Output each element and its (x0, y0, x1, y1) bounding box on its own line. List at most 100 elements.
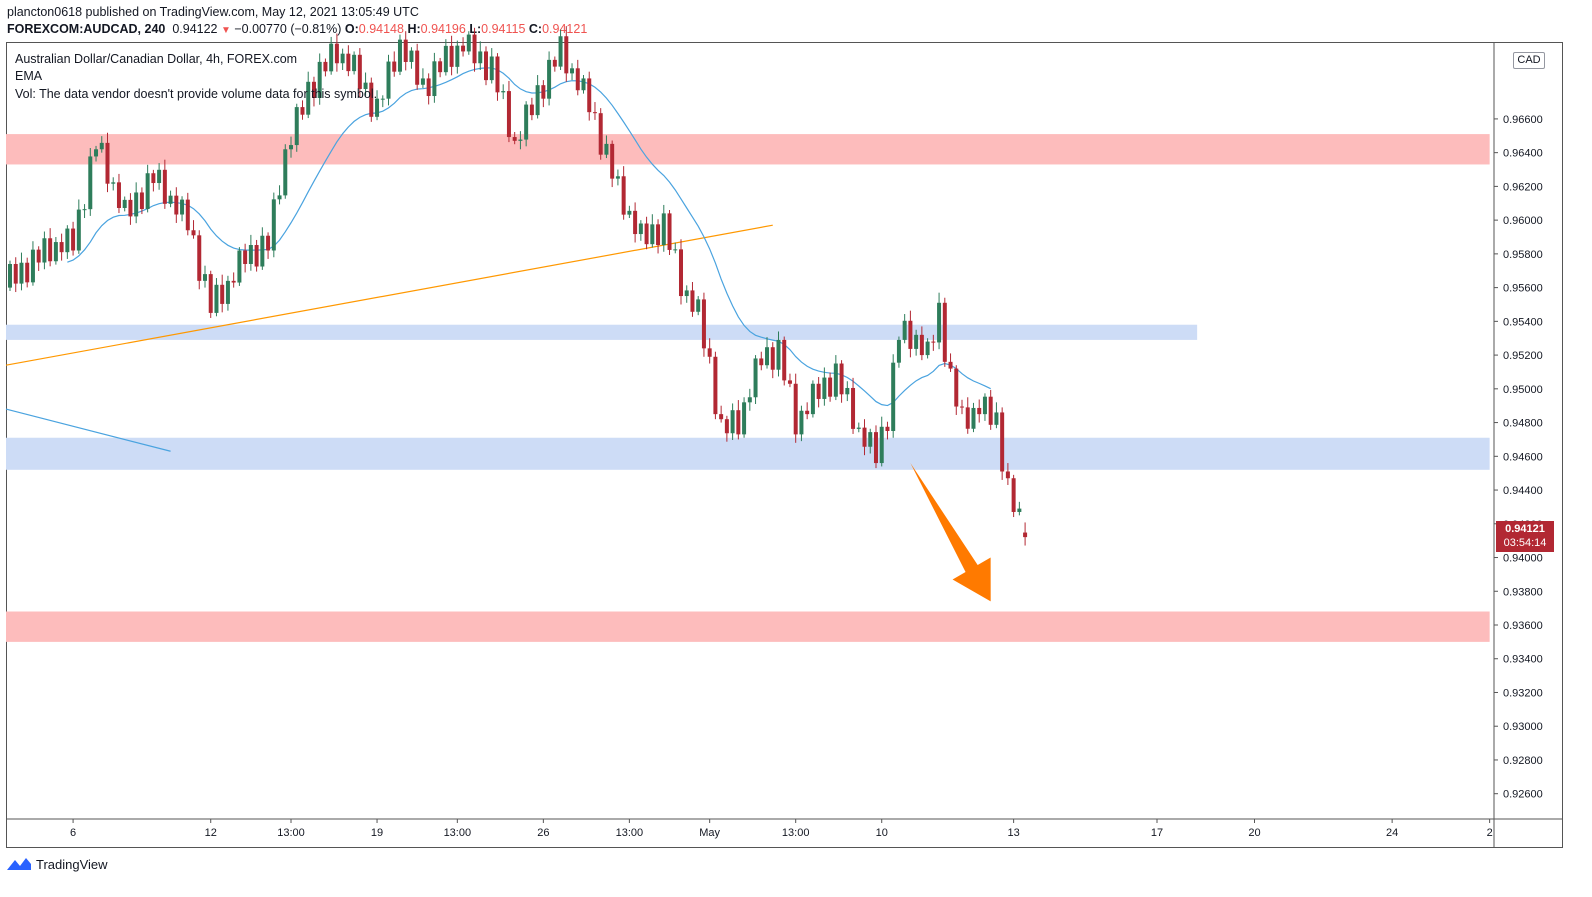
candle-93 (541, 85, 546, 99)
candle-167 (965, 407, 970, 429)
volume-legend[interactable]: Vol: The data vendor doesn't provide vol… (15, 87, 378, 101)
candle-75 (438, 61, 443, 73)
last-price-label: 0.94121 03:54:14 (1496, 521, 1554, 552)
candle-37 (220, 284, 225, 304)
candle-159 (919, 334, 924, 356)
candle-36 (214, 284, 219, 313)
x-tick-label-14: 2 (1487, 827, 1493, 839)
candle-162 (937, 302, 942, 343)
candle-165 (954, 368, 959, 407)
y-tick-label-14: 0.95400 (1503, 316, 1543, 328)
y-tick-label-10: 0.94600 (1503, 451, 1543, 463)
y-tick-label-1: 0.92800 (1503, 755, 1543, 767)
candle-56 (329, 43, 334, 72)
y-tick-label-0: 0.92600 (1503, 789, 1543, 801)
candle-119 (690, 290, 695, 312)
candle-62 (363, 82, 368, 89)
candle-160 (925, 341, 930, 356)
candle-105 (610, 143, 615, 179)
candle-14 (88, 156, 93, 210)
candle-29 (174, 195, 179, 215)
candle-123 (713, 356, 718, 415)
candle-76 (443, 45, 448, 73)
candle-89 (518, 139, 523, 141)
candle-143 (828, 377, 833, 397)
candle-163 (942, 302, 947, 362)
candle-41 (243, 250, 248, 264)
x-tick-label-11: 17 (1151, 827, 1163, 839)
footer-brand[interactable]: TradingView (6, 856, 108, 872)
currency-badge[interactable]: CAD (1513, 52, 1545, 69)
y-tick-label-20: 0.96600 (1503, 114, 1543, 126)
candle-147 (851, 387, 856, 429)
rising-trendline (5, 224, 773, 366)
candle-96 (558, 36, 563, 67)
candle-79 (461, 45, 466, 52)
candle-21 (128, 199, 133, 217)
candle-30 (180, 199, 185, 215)
candle-22 (134, 192, 139, 217)
candle-142 (822, 377, 827, 399)
y-tick-label-2: 0.93000 (1503, 721, 1543, 733)
candle-52 (306, 81, 311, 115)
candle-166 (960, 406, 965, 408)
symbol-name[interactable]: FOREXCOM:AUDCAD, 240 (7, 22, 166, 36)
low-value: 0.94115 (481, 22, 526, 36)
candle-172 (994, 412, 999, 425)
candle-78 (455, 45, 460, 67)
candle-83 (484, 51, 489, 81)
candle-139 (805, 410, 810, 415)
candle-115 (667, 213, 672, 250)
candle-103 (598, 113, 603, 155)
candle-152 (879, 426, 884, 464)
candle-148 (856, 427, 861, 429)
candle-10 (65, 228, 70, 253)
y-tick-label-5: 0.93600 (1503, 620, 1543, 632)
candle-110 (638, 223, 643, 235)
candle-173 (1000, 412, 1005, 472)
candle-130 (753, 358, 758, 398)
close-value: 0.94121 (542, 22, 588, 36)
candle-15 (94, 149, 99, 157)
candle-61 (357, 54, 362, 89)
resistance-zone-3 (6, 611, 1490, 642)
x-tick-label-2: 13:00 (277, 827, 305, 839)
candle-84 (489, 56, 494, 81)
candle-70 (409, 50, 414, 62)
candle-42 (248, 245, 253, 264)
candle-65 (380, 98, 385, 100)
x-tick-label-0: 6 (70, 827, 76, 839)
candle-164 (948, 361, 953, 369)
candle-77 (449, 45, 454, 67)
candle-109 (633, 210, 638, 235)
high-label: H: (407, 22, 421, 36)
candle-48 (283, 149, 288, 196)
ema-legend[interactable]: EMA (15, 69, 43, 83)
candle-154 (891, 362, 896, 431)
candle-50 (294, 107, 299, 146)
low-label: L: (469, 22, 482, 36)
candle-175 (1011, 478, 1016, 512)
last-price: 0.94122 (172, 22, 218, 36)
candle-97 (564, 36, 569, 74)
candle-7 (48, 238, 53, 262)
candle-9 (59, 242, 64, 253)
candle-88 (512, 137, 517, 141)
candle-63 (369, 82, 374, 117)
candle-111 (644, 223, 649, 245)
candle-60 (352, 54, 357, 72)
candle-125 (724, 419, 729, 434)
candle-66 (386, 61, 391, 99)
candle-51 (300, 107, 305, 115)
candle-171 (988, 396, 993, 425)
x-tick-label-7: May (699, 827, 720, 839)
candle-11 (71, 228, 76, 251)
candle-177 (1023, 532, 1028, 538)
x-tick-label-6: 13:00 (616, 827, 644, 839)
candle-153 (885, 426, 890, 431)
candle-141 (816, 383, 821, 399)
support-zone-2 (6, 437, 1490, 470)
falling-trendline (5, 408, 171, 452)
candle-95 (552, 59, 557, 67)
